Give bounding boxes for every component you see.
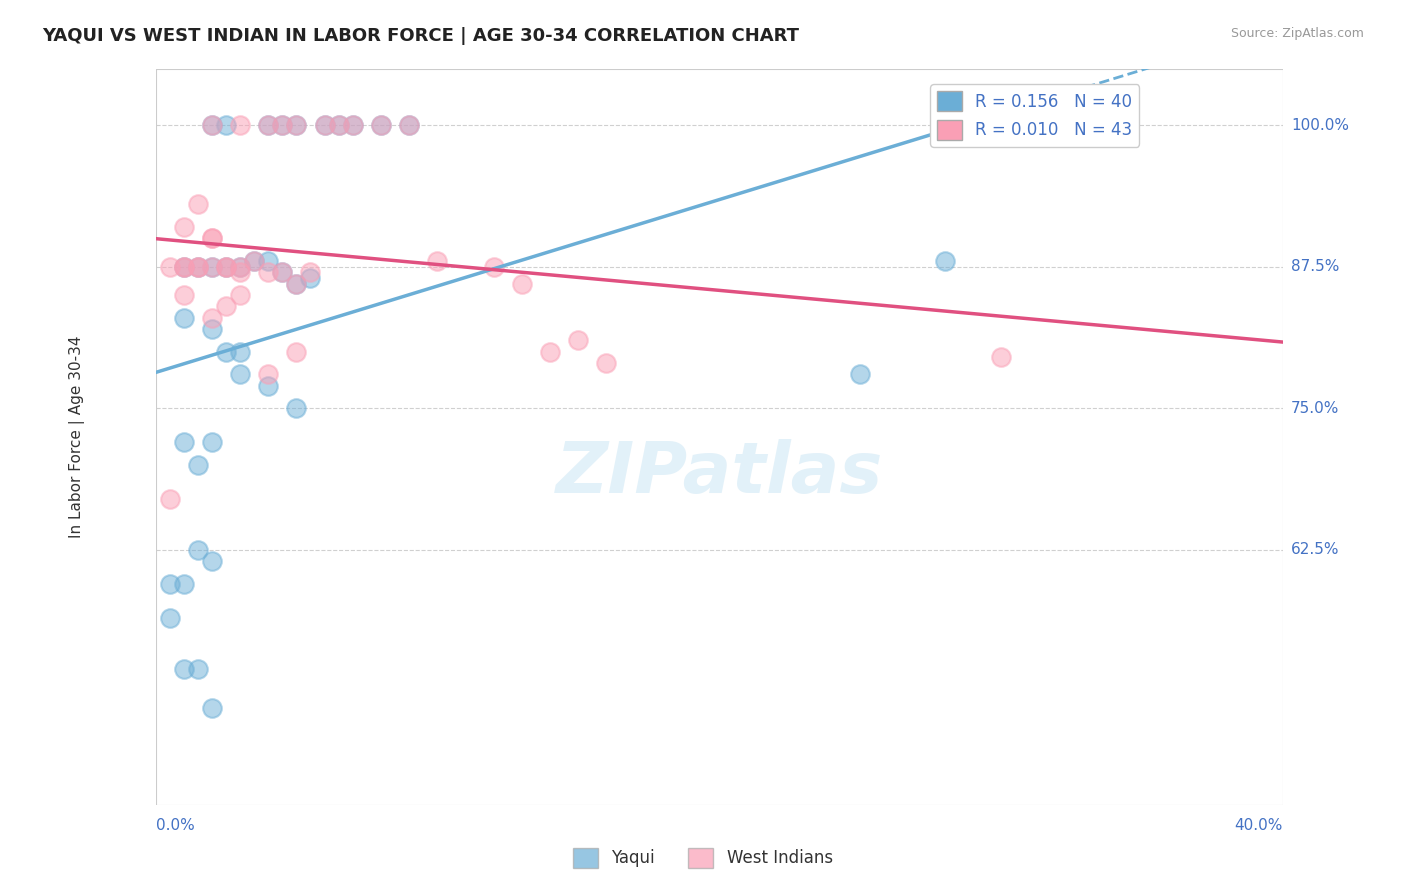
Point bbox=[285, 344, 308, 359]
Text: 87.5%: 87.5% bbox=[1291, 260, 1340, 274]
Point bbox=[567, 334, 589, 348]
Point bbox=[215, 118, 238, 132]
Point bbox=[271, 118, 294, 132]
Point bbox=[285, 118, 308, 132]
Point bbox=[159, 260, 181, 274]
Point bbox=[229, 118, 252, 132]
Point bbox=[215, 260, 238, 274]
Point bbox=[342, 118, 364, 132]
Point bbox=[229, 368, 252, 382]
Point bbox=[328, 118, 350, 132]
Point bbox=[159, 491, 181, 506]
Text: YAQUI VS WEST INDIAN IN LABOR FORCE | AGE 30-34 CORRELATION CHART: YAQUI VS WEST INDIAN IN LABOR FORCE | AG… bbox=[42, 27, 799, 45]
Point bbox=[370, 118, 392, 132]
Point bbox=[215, 299, 238, 313]
Point bbox=[187, 542, 209, 557]
Point bbox=[990, 351, 1012, 365]
Point bbox=[201, 118, 224, 132]
Point bbox=[257, 118, 280, 132]
Point bbox=[201, 231, 224, 245]
Point bbox=[187, 662, 209, 676]
Point bbox=[187, 260, 209, 274]
Point bbox=[271, 265, 294, 279]
Point bbox=[595, 356, 617, 370]
Legend: Yaqui, West Indians: Yaqui, West Indians bbox=[567, 841, 839, 875]
Point bbox=[201, 554, 224, 568]
Point bbox=[426, 254, 449, 268]
Point bbox=[285, 401, 308, 416]
Point bbox=[201, 260, 224, 274]
Point bbox=[173, 288, 195, 302]
Point bbox=[243, 254, 266, 268]
Point bbox=[257, 378, 280, 392]
Point bbox=[187, 197, 209, 211]
Point bbox=[159, 611, 181, 625]
Point bbox=[173, 310, 195, 325]
Point bbox=[271, 265, 294, 279]
Point bbox=[314, 118, 336, 132]
Point bbox=[201, 322, 224, 336]
Point bbox=[173, 260, 195, 274]
Point bbox=[173, 577, 195, 591]
Point bbox=[257, 118, 280, 132]
Point bbox=[229, 265, 252, 279]
Point bbox=[257, 265, 280, 279]
Point bbox=[257, 368, 280, 382]
Point bbox=[398, 118, 420, 132]
Point bbox=[201, 701, 224, 715]
Text: In Labor Force | Age 30-34: In Labor Force | Age 30-34 bbox=[69, 335, 84, 538]
Text: 0.0%: 0.0% bbox=[156, 818, 194, 833]
Point bbox=[159, 577, 181, 591]
Point bbox=[173, 260, 195, 274]
Point bbox=[271, 118, 294, 132]
Legend: R = 0.156   N = 40, R = 0.010   N = 43: R = 0.156 N = 40, R = 0.010 N = 43 bbox=[931, 84, 1139, 146]
Point bbox=[299, 271, 322, 285]
Point bbox=[201, 435, 224, 450]
Point bbox=[201, 310, 224, 325]
Point bbox=[342, 118, 364, 132]
Point bbox=[243, 254, 266, 268]
Point bbox=[328, 118, 350, 132]
Point bbox=[201, 260, 224, 274]
Point bbox=[285, 118, 308, 132]
Point bbox=[173, 260, 195, 274]
Text: 62.5%: 62.5% bbox=[1291, 542, 1340, 558]
Point bbox=[285, 277, 308, 291]
Point bbox=[173, 662, 195, 676]
Text: 40.0%: 40.0% bbox=[1234, 818, 1282, 833]
Point bbox=[257, 254, 280, 268]
Text: ZIPatlas: ZIPatlas bbox=[555, 439, 883, 508]
Point bbox=[173, 435, 195, 450]
Point bbox=[173, 220, 195, 235]
Text: 100.0%: 100.0% bbox=[1291, 118, 1350, 133]
Point bbox=[510, 277, 533, 291]
Point bbox=[215, 344, 238, 359]
Point bbox=[482, 260, 505, 274]
Point bbox=[187, 260, 209, 274]
Point bbox=[229, 260, 252, 274]
Point bbox=[934, 254, 956, 268]
Point bbox=[849, 368, 872, 382]
Point bbox=[201, 118, 224, 132]
Point bbox=[285, 277, 308, 291]
Point bbox=[370, 118, 392, 132]
Point bbox=[229, 344, 252, 359]
Point bbox=[538, 344, 561, 359]
Point bbox=[187, 260, 209, 274]
Text: Source: ZipAtlas.com: Source: ZipAtlas.com bbox=[1230, 27, 1364, 40]
Point bbox=[299, 265, 322, 279]
Text: 75.0%: 75.0% bbox=[1291, 401, 1340, 416]
Point bbox=[187, 458, 209, 472]
Point bbox=[229, 288, 252, 302]
Point bbox=[215, 260, 238, 274]
Point bbox=[229, 260, 252, 274]
Point bbox=[398, 118, 420, 132]
Point bbox=[314, 118, 336, 132]
Point bbox=[215, 260, 238, 274]
Point bbox=[201, 231, 224, 245]
